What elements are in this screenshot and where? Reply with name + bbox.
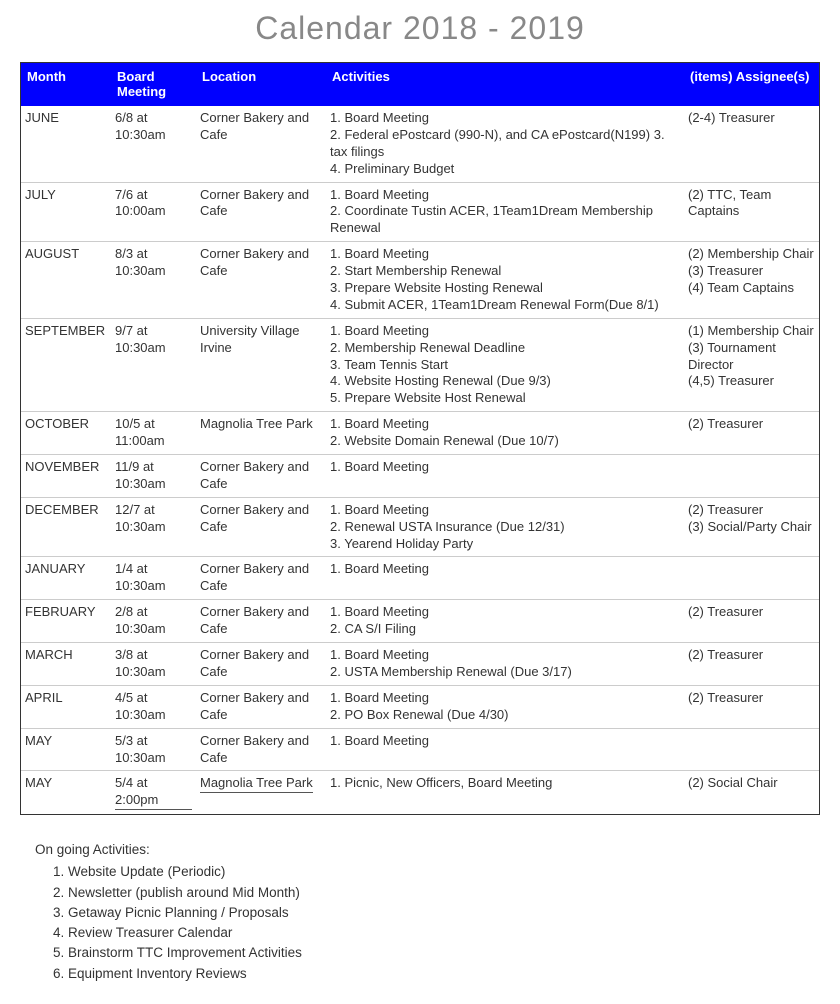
ongoing-item: 6. Equipment Inventory Reviews (53, 964, 805, 984)
cell-month: JANUARY (21, 557, 111, 600)
page-title: Calendar 2018 - 2019 (0, 10, 840, 47)
cell-location: Corner Bakery and Cafe (196, 242, 326, 319)
header-location: Location (196, 63, 326, 106)
cell-activities: 1. Picnic, New Officers, Board Meeting (326, 771, 684, 814)
header-assignee: (items) Assignee(s) (684, 63, 819, 106)
ongoing-item: 1. Website Update (Periodic) (53, 862, 805, 882)
table-row: SEPTEMBER9/7 at 10:30amUniversity Villag… (21, 318, 819, 411)
cell-activities: 1. Board Meeting2. USTA Membership Renew… (326, 643, 684, 686)
cell-meeting: 6/8 at 10:30am (111, 106, 196, 183)
table-row: FEBRUARY2/8 at 10:30amCorner Bakery and … (21, 600, 819, 643)
cell-activities: 1. Board Meeting2. PO Box Renewal (Due 4… (326, 685, 684, 728)
cell-meeting: 2/8 at 10:30am (111, 600, 196, 643)
header-month: Month (21, 63, 111, 106)
cell-location: Corner Bakery and Cafe (196, 106, 326, 183)
cell-meeting: 3/8 at 10:30am (111, 643, 196, 686)
ongoing-item: 2. Newsletter (publish around Mid Month) (53, 883, 805, 903)
cell-month: JULY (21, 182, 111, 242)
ongoing-activities: On going Activities: 1. Website Update (… (35, 840, 805, 984)
cell-assignee: (2) Treasurer(3) Social/Party Chair (684, 497, 819, 557)
cell-activities: 1. Board Meeting2. Renewal USTA Insuranc… (326, 497, 684, 557)
cell-activities: 1. Board Meeting (326, 557, 684, 600)
cell-assignee: (2) Treasurer (684, 600, 819, 643)
table-header-row: Month Board Meeting Location Activities … (21, 63, 819, 106)
cell-location: Corner Bakery and Cafe (196, 600, 326, 643)
cell-meeting: 11/9 at 10:30am (111, 455, 196, 498)
cell-month: APRIL (21, 685, 111, 728)
cell-assignee: (2-4) Treasurer (684, 106, 819, 183)
cell-activities: 1. Board Meeting (326, 455, 684, 498)
cell-meeting: 4/5 at 10:30am (111, 685, 196, 728)
calendar-table: Month Board Meeting Location Activities … (21, 63, 819, 814)
cell-location: Corner Bakery and Cafe (196, 455, 326, 498)
table-row: JULY7/6 at 10:00amCorner Bakery and Cafe… (21, 182, 819, 242)
cell-location: Magnolia Tree Park (196, 412, 326, 455)
cell-meeting: 7/6 at 10:00am (111, 182, 196, 242)
table-row: MARCH3/8 at 10:30amCorner Bakery and Caf… (21, 643, 819, 686)
ongoing-item: 3. Getaway Picnic Planning / Proposals (53, 903, 805, 923)
cell-month: AUGUST (21, 242, 111, 319)
cell-meeting: 1/4 at 10:30am (111, 557, 196, 600)
cell-month: SEPTEMBER (21, 318, 111, 411)
cell-month: MAY (21, 771, 111, 814)
cell-assignee (684, 455, 819, 498)
cell-assignee (684, 728, 819, 771)
cell-meeting: 8/3 at 10:30am (111, 242, 196, 319)
cell-activities: 1. Board Meeting2. Website Domain Renewa… (326, 412, 684, 455)
table-row: NOVEMBER11/9 at 10:30amCorner Bakery and… (21, 455, 819, 498)
cell-month: DECEMBER (21, 497, 111, 557)
table-row: DECEMBER12/7 at 10:30amCorner Bakery and… (21, 497, 819, 557)
cell-meeting: 5/3 at 10:30am (111, 728, 196, 771)
ongoing-item: 4. Review Treasurer Calendar (53, 923, 805, 943)
table-row: JANUARY1/4 at 10:30amCorner Bakery and C… (21, 557, 819, 600)
cell-location: Magnolia Tree Park (196, 771, 326, 814)
header-meeting: Board Meeting (111, 63, 196, 106)
cell-activities: 1. Board Meeting2. Coordinate Tustin ACE… (326, 182, 684, 242)
cell-month: MAY (21, 728, 111, 771)
cell-activities: 1. Board Meeting2. Membership Renewal De… (326, 318, 684, 411)
cell-assignee: (1) Membership Chair(3) Tournament Direc… (684, 318, 819, 411)
ongoing-item: 5. Brainstorm TTC Improvement Activities (53, 943, 805, 963)
table-row: OCTOBER10/5 at 11:00amMagnolia Tree Park… (21, 412, 819, 455)
table-row: MAY5/4 at 2:00pmMagnolia Tree Park1. Pic… (21, 771, 819, 814)
cell-assignee: (2) Treasurer (684, 643, 819, 686)
cell-assignee: (2) TTC, Team Captains (684, 182, 819, 242)
cell-activities: 1. Board Meeting2. Start Membership Rene… (326, 242, 684, 319)
cell-month: OCTOBER (21, 412, 111, 455)
table-row: APRIL4/5 at 10:30amCorner Bakery and Caf… (21, 685, 819, 728)
cell-activities: 1. Board Meeting2. Federal ePostcard (99… (326, 106, 684, 183)
cell-location: University Village Irvine (196, 318, 326, 411)
cell-location: Corner Bakery and Cafe (196, 685, 326, 728)
cell-location: Corner Bakery and Cafe (196, 728, 326, 771)
cell-location: Corner Bakery and Cafe (196, 557, 326, 600)
cell-location: Corner Bakery and Cafe (196, 182, 326, 242)
table-row: AUGUST8/3 at 10:30amCorner Bakery and Ca… (21, 242, 819, 319)
ongoing-title: On going Activities: (35, 840, 805, 860)
cell-month: JUNE (21, 106, 111, 183)
cell-location: Corner Bakery and Cafe (196, 643, 326, 686)
cell-meeting: 9/7 at 10:30am (111, 318, 196, 411)
table-row: MAY5/3 at 10:30amCorner Bakery and Cafe1… (21, 728, 819, 771)
cell-month: MARCH (21, 643, 111, 686)
cell-activities: 1. Board Meeting (326, 728, 684, 771)
cell-meeting: 5/4 at 2:00pm (111, 771, 196, 814)
cell-assignee: (2) Membership Chair(3) Treasurer(4) Tea… (684, 242, 819, 319)
cell-assignee: (2) Treasurer (684, 685, 819, 728)
cell-meeting: 12/7 at 10:30am (111, 497, 196, 557)
table-row: JUNE6/8 at 10:30amCorner Bakery and Cafe… (21, 106, 819, 183)
cell-activities: 1. Board Meeting2. CA S/I Filing (326, 600, 684, 643)
cell-location: Corner Bakery and Cafe (196, 497, 326, 557)
cell-meeting: 10/5 at 11:00am (111, 412, 196, 455)
cell-month: NOVEMBER (21, 455, 111, 498)
cell-assignee: (2) Social Chair (684, 771, 819, 814)
cell-month: FEBRUARY (21, 600, 111, 643)
cell-assignee: (2) Treasurer (684, 412, 819, 455)
cell-assignee (684, 557, 819, 600)
header-activities: Activities (326, 63, 684, 106)
calendar-table-container: Month Board Meeting Location Activities … (20, 62, 820, 815)
